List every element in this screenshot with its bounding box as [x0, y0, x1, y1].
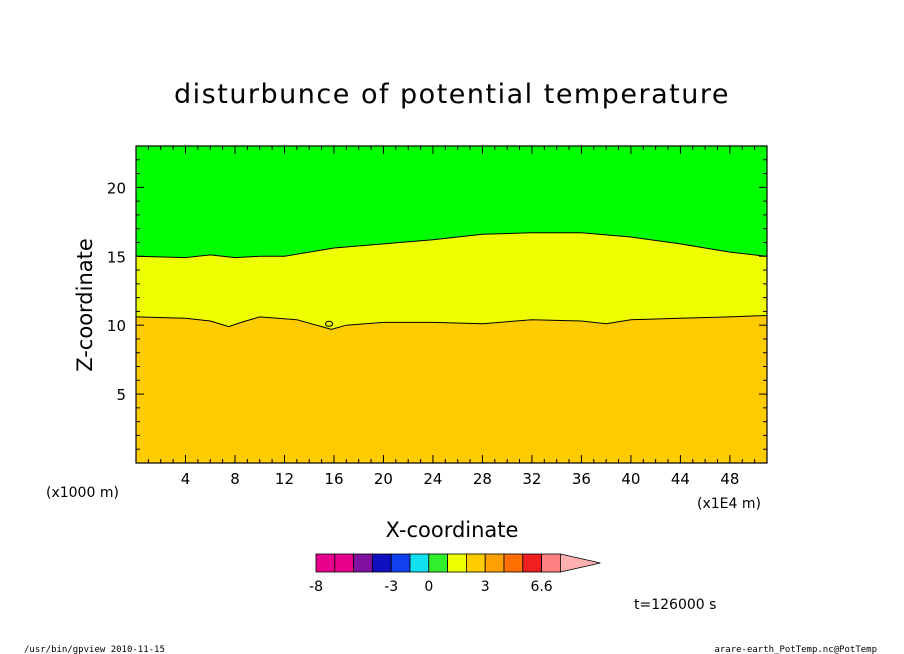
x-tick-label: 24	[423, 470, 442, 488]
x-tick-label: 28	[473, 470, 492, 488]
footer-right: arare-earth_PotTemp.nc@PotTemp	[714, 645, 877, 654]
colorbar-cell	[334, 553, 354, 573]
y-axis-unit: (x1000 m)	[46, 485, 119, 501]
colorbar-label: 0	[424, 579, 433, 595]
y-tick-label: 10	[107, 317, 126, 335]
y-tick-label: 20	[107, 179, 126, 197]
x-tick-label: 4	[181, 470, 191, 488]
y-tick-label: 15	[107, 248, 126, 266]
colorbar-cell	[390, 553, 411, 573]
contour-line-lower	[135, 315, 768, 330]
chart-title: disturbunce of potential temperature	[174, 79, 730, 110]
colorbar-cell	[503, 553, 524, 573]
x-axis-label: X-coordinate	[386, 518, 519, 542]
small-contour	[325, 320, 334, 327]
footer-left: /usr/bin/gpview 2010-11-15	[24, 645, 165, 654]
region-high	[136, 146, 767, 258]
colorbar-label: 3	[481, 579, 490, 595]
x-tick-label: 20	[374, 470, 393, 488]
colorbar-cell	[353, 553, 373, 573]
colorbar-cell	[315, 553, 336, 573]
colorbar-arrow	[560, 553, 601, 573]
colorbar-cell	[409, 553, 430, 573]
plot-area	[135, 146, 768, 463]
colorbar-cell	[541, 553, 561, 573]
time-label: t=126000 s	[634, 597, 716, 613]
colorbar-label: -8	[309, 579, 323, 595]
x-tick-label: 48	[720, 470, 739, 488]
colorbar-cell	[465, 553, 486, 573]
colorbar-cell	[484, 553, 505, 573]
x-tick-label: 36	[572, 470, 591, 488]
x-tick-label: 44	[671, 470, 690, 488]
colorbar-cell	[522, 553, 542, 573]
y-tick-label: 5	[116, 386, 126, 404]
x-tick-label: 16	[324, 470, 343, 488]
colorbar: -8 -3 0 3 6.6	[309, 553, 601, 595]
x-axis-unit: (x1E4 m)	[697, 496, 761, 512]
colorbar-label: 6.6	[530, 579, 552, 595]
x-tick-label: 12	[275, 470, 294, 488]
x-tick-label: 40	[621, 470, 640, 488]
colorbar-cell	[371, 553, 392, 573]
colorbar-cell	[447, 553, 467, 573]
colorbar-cell	[428, 553, 448, 573]
y-axis-label: Z-coordinate	[73, 238, 97, 372]
colorbar-label: -3	[384, 579, 398, 595]
plot-frame	[135, 145, 768, 464]
x-tick-label: 8	[230, 470, 240, 488]
x-tick-label: 32	[522, 470, 541, 488]
contour-line-upper	[135, 232, 768, 259]
